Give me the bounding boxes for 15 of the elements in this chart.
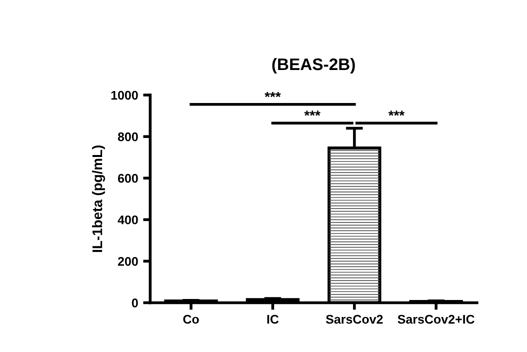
chart-title: (BEAS-2B): [272, 58, 355, 74]
y-axis-title: IL-1beta (pg/mL): [92, 146, 106, 252]
y-tick-label: 200: [118, 256, 138, 266]
x-tick-label: Co: [183, 314, 199, 324]
x-tick-label: SarsCov2+IC: [398, 314, 474, 324]
y-tick-label: 600: [118, 174, 138, 183]
y-tick-label: 1000: [111, 90, 138, 100]
x-tick-label: IC: [267, 314, 279, 324]
x-tick-label: SarsCov2: [326, 314, 383, 324]
annotation: ***: [388, 110, 405, 116]
y-tick-label: 800: [118, 132, 138, 142]
annotation: ***: [264, 92, 281, 98]
annotation: ***: [304, 110, 320, 116]
y-tick-label: 400: [118, 215, 138, 224]
y-tick-label: 0: [132, 298, 138, 308]
